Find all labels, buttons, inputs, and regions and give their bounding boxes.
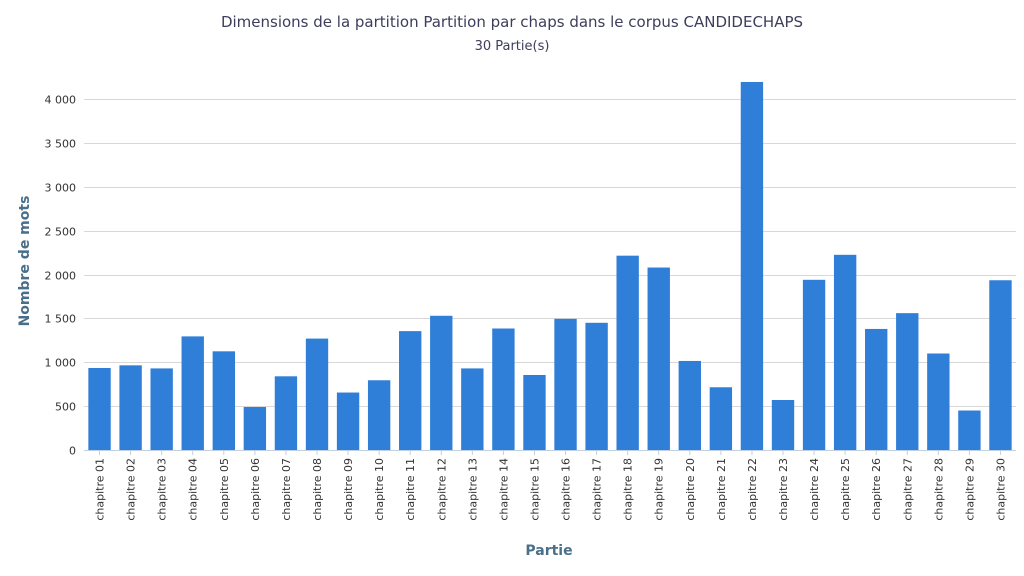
x-tick-label: chapitre 17	[591, 458, 604, 521]
x-tick-label: chapitre 16	[560, 458, 573, 521]
x-tick-label: chapitre 25	[839, 458, 852, 521]
x-tick-label: chapitre 01	[94, 458, 107, 521]
y-tick-label: 2 500	[45, 226, 77, 239]
x-tick-label: chapitre 14	[497, 458, 510, 521]
x-tick-label: chapitre 21	[715, 458, 728, 521]
y-tick-label: 3 000	[45, 182, 77, 195]
y-axis-ticks: 0 500 1 000 1 500 2 000 2 500 3 000 3 500 4 000	[45, 94, 77, 458]
bar[interactable]	[243, 407, 267, 450]
x-tick-label: chapitre 04	[187, 458, 200, 521]
bar[interactable]	[740, 81, 764, 450]
bar[interactable]	[647, 267, 670, 450]
x-tick-label: chapitre 09	[342, 458, 355, 521]
x-tick-label: chapitre 30	[994, 458, 1007, 521]
bar[interactable]	[305, 338, 329, 450]
bar[interactable]	[958, 410, 981, 450]
bar[interactable]	[989, 280, 1012, 450]
x-tick-label: chapitre 26	[870, 458, 883, 521]
bar[interactable]	[896, 313, 919, 450]
bar[interactable]	[274, 376, 298, 450]
x-tick-label: chapitre 23	[777, 458, 790, 521]
bar[interactable]	[523, 374, 546, 450]
bar[interactable]	[709, 387, 733, 450]
y-tick-label: 500	[55, 401, 76, 414]
chart-title: Dimensions de la partition Partition par…	[220, 13, 804, 31]
x-tick-label: chapitre 20	[684, 458, 697, 521]
x-tick-label: chapitre 03	[156, 458, 169, 521]
x-tick-label: chapitre 18	[622, 458, 635, 521]
y-tick-label: 3 500	[45, 138, 77, 151]
x-tick-label: chapitre 10	[373, 458, 386, 521]
bar[interactable]	[927, 353, 950, 451]
bar[interactable]	[336, 392, 360, 450]
bar[interactable]	[212, 351, 235, 450]
x-tick-label: chapitre 19	[653, 458, 666, 521]
y-axis-title: Nombre de mots	[17, 196, 33, 327]
bar[interactable]	[585, 322, 608, 450]
x-axis-title: Partie	[525, 543, 572, 559]
bar[interactable]	[833, 254, 857, 450]
x-tick-label: chapitre 28	[932, 458, 945, 521]
x-tick-label: chapitre 13	[466, 458, 479, 521]
bar[interactable]	[399, 331, 422, 450]
x-tick-label: chapitre 06	[249, 458, 262, 521]
bar[interactable]	[430, 315, 453, 450]
x-tick-label: chapitre 12	[435, 458, 448, 521]
bar[interactable]	[554, 318, 577, 450]
x-axis-ticks: chapitre 01 chapitre 02 chapitre 03 chapitr…	[84, 450, 1016, 521]
bar[interactable]	[461, 368, 484, 450]
bar[interactable]	[865, 328, 888, 450]
bar[interactable]	[181, 336, 204, 450]
x-tick-label: chapitre 08	[311, 458, 324, 521]
y-tick-label: 4 000	[45, 94, 77, 107]
bar[interactable]	[771, 400, 795, 450]
x-tick-label: chapitre 02	[125, 458, 138, 521]
bar[interactable]	[492, 328, 515, 451]
x-tick-label: chapitre 05	[218, 458, 231, 521]
x-tick-label: chapitre 27	[901, 458, 914, 521]
bar[interactable]	[678, 360, 701, 450]
x-tick-label: chapitre 07	[280, 458, 293, 521]
bar[interactable]	[119, 365, 142, 450]
bar[interactable]	[802, 279, 826, 450]
x-tick-label: chapitre 29	[963, 458, 976, 521]
x-tick-label: chapitre 11	[404, 458, 417, 521]
y-tick-label: 2 000	[45, 270, 77, 283]
bar[interactable]	[88, 367, 111, 450]
bars	[88, 81, 1012, 451]
x-tick-label: chapitre 15	[528, 458, 541, 521]
bar[interactable]	[367, 380, 391, 450]
y-tick-label: 0	[69, 445, 76, 458]
y-tick-label: 1 000	[45, 357, 77, 370]
y-tick-label: 1 500	[45, 313, 77, 326]
x-tick-label: chapitre 24	[808, 458, 821, 521]
chart-subtitle: 30 Partie(s)	[474, 39, 550, 54]
bar[interactable]	[616, 255, 639, 450]
x-tick-label: chapitre 22	[746, 458, 759, 521]
bar[interactable]	[150, 368, 173, 450]
